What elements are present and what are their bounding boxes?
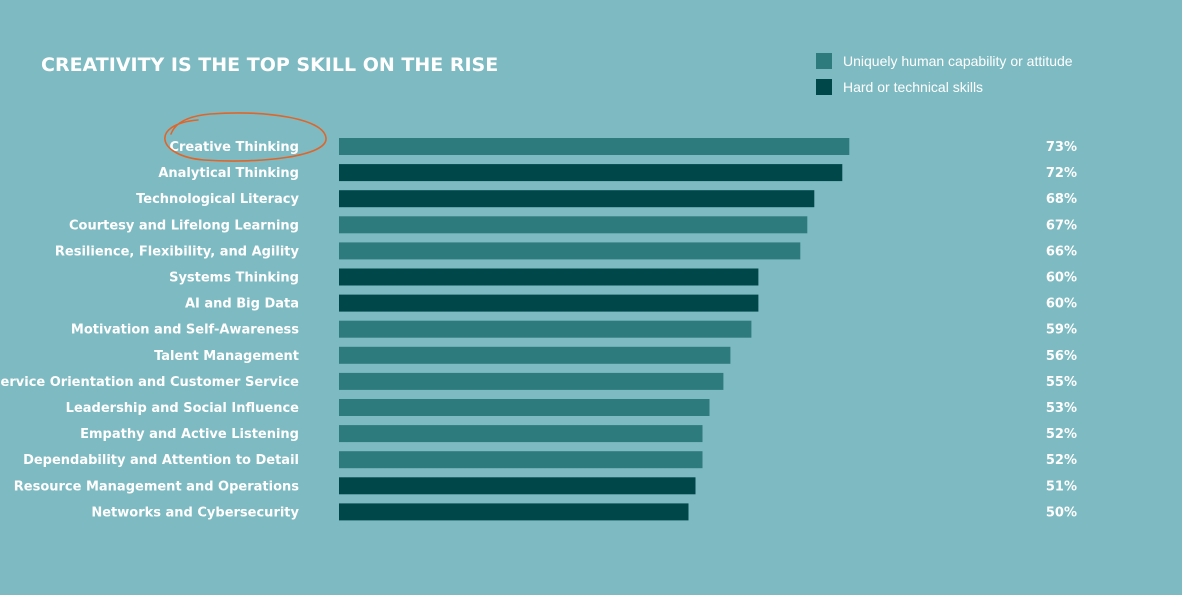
value-label: 67% (1046, 218, 1077, 233)
legend: Uniquely human capability or attitude Ha… (816, 53, 1073, 95)
category-label: Resilience, Flexibility, and Agility (55, 244, 300, 259)
value-label: 73% (1046, 140, 1077, 155)
category-label: Analytical Thinking (158, 166, 299, 181)
value-label: 68% (1046, 192, 1077, 207)
bar (339, 216, 808, 234)
value-label: 72% (1046, 166, 1077, 181)
bars (339, 138, 850, 521)
category-label: Networks and Cybersecurity (91, 505, 299, 520)
value-label: 56% (1046, 349, 1077, 364)
value-label: 50% (1046, 505, 1077, 520)
bar (339, 425, 703, 443)
category-label: Talent Management (154, 349, 299, 364)
bar (339, 372, 724, 390)
legend-swatch-technical (816, 79, 832, 95)
category-label: Empathy and Active Listening (80, 427, 299, 442)
bar (339, 294, 759, 312)
bar (339, 164, 843, 182)
value-label: 52% (1046, 453, 1077, 468)
category-label: Creative Thinking (169, 140, 299, 155)
bar (339, 268, 759, 286)
bar (339, 346, 731, 364)
bar (339, 503, 689, 521)
value-label: 51% (1046, 479, 1077, 494)
bar (339, 399, 710, 416)
value-label: 59% (1046, 323, 1077, 338)
value-label: 55% (1046, 375, 1077, 390)
category-labels: Creative Thinking Analytical Thinking Tech… (0, 140, 300, 520)
bar (339, 320, 752, 338)
bar (339, 190, 815, 208)
category-label: Courtesy and Lifelong Learning (69, 218, 299, 233)
value-label: 53% (1046, 401, 1077, 416)
category-label: Service Orientation and Customer Service (0, 375, 299, 390)
bar (339, 451, 703, 469)
value-label: 52% (1046, 427, 1077, 442)
value-label: 60% (1046, 297, 1077, 312)
category-label: Leadership and Social Influence (66, 401, 300, 416)
category-label: Systems Thinking (169, 271, 299, 286)
bar (339, 477, 696, 495)
value-labels: 73% 72% 68% 67% 66% 60% 60% 59% 56% 55% 53% 52% 52% 5… (1046, 140, 1077, 520)
category-label: Motivation and Self-Awareness (71, 323, 299, 338)
category-label: Technological Literacy (136, 192, 299, 207)
chart-title: CREATIVITY IS THE TOP SKILL ON THE RISE (41, 54, 498, 76)
legend-label-technical: Hard or technical skills (843, 79, 983, 95)
category-label: AI and Big Data (185, 297, 299, 312)
category-label: Dependability and Attention to Detail (23, 453, 299, 468)
bar (339, 242, 801, 260)
bar (339, 138, 850, 155)
value-label: 60% (1046, 271, 1077, 286)
legend-swatch-human (816, 53, 832, 69)
value-label: 66% (1046, 244, 1077, 259)
category-label: Resource Management and Operations (14, 479, 300, 494)
legend-label-human: Uniquely human capability or attitude (843, 53, 1073, 69)
highlight-circle (164, 112, 327, 162)
